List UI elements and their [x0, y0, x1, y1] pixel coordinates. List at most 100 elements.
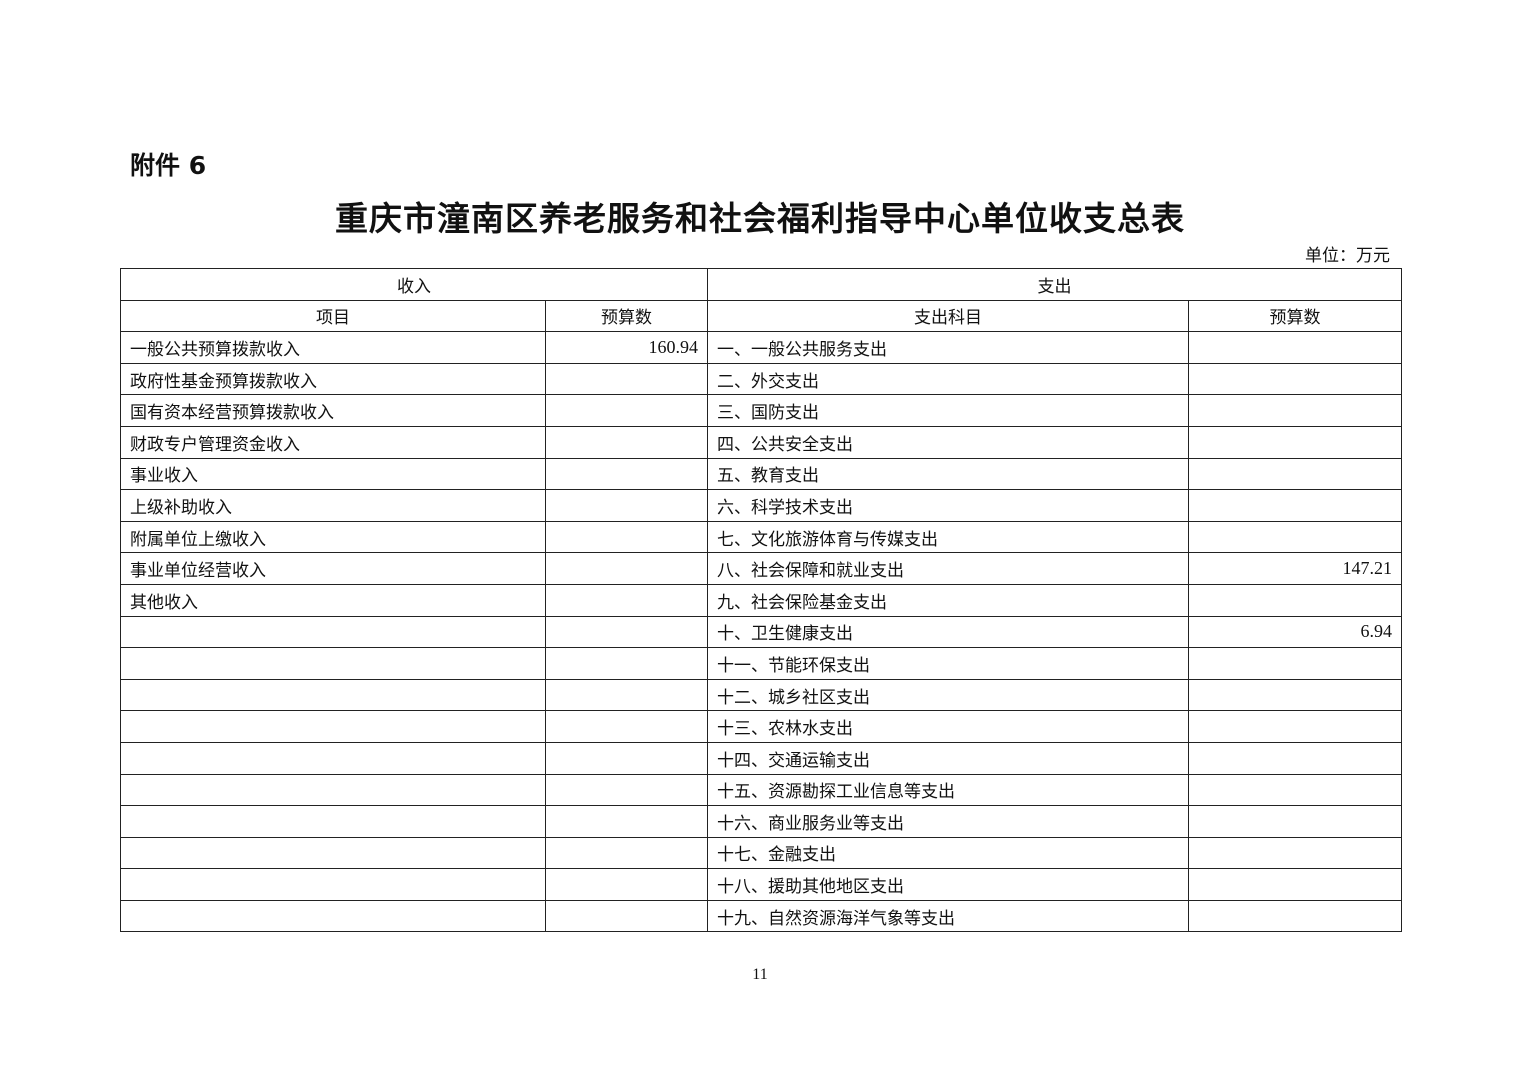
table-row: 财政专户管理资金收入 四、公共安全支出: [120, 425, 1402, 459]
table-row: 其他收入 九、社会保险基金支出: [120, 583, 1402, 617]
attachment-label: 附件 6: [130, 151, 207, 180]
income-amount-cell: [545, 868, 708, 901]
expense-item-cell: 十三、农林水支出: [707, 710, 1189, 743]
income-item-cell: [120, 615, 546, 649]
income-amount-cell: [545, 741, 708, 775]
budget-table: 收入 支出 项目 预算数 支出科目 预算数 一般公共预算拨款收入 160.94 一、…: [120, 268, 1402, 933]
table-row: 十三、农林水支出: [120, 710, 1402, 743]
expense-amount-cell: [1188, 899, 1402, 933]
column-header-budget: 预算数: [1188, 299, 1402, 333]
expense-amount-cell: [1188, 805, 1402, 838]
expense-amount-cell: [1188, 457, 1402, 491]
table-row: 十五、资源勘探工业信息等支出: [120, 773, 1402, 807]
expense-amount-cell: [1188, 331, 1402, 364]
expense-item-cell: 九、社会保险基金支出: [707, 583, 1189, 617]
expense-item-cell: 十七、金融支出: [707, 836, 1189, 870]
table-row: 事业收入 五、教育支出: [120, 457, 1402, 491]
column-header-row: 项目 预算数 支出科目 预算数: [120, 299, 1402, 333]
income-amount-cell: [545, 457, 708, 491]
expense-amount-cell: [1188, 710, 1402, 743]
income-item-cell: [120, 836, 546, 870]
expense-item-cell: 十六、商业服务业等支出: [707, 805, 1189, 838]
expense-amount-cell: [1188, 678, 1402, 712]
unit-label: 单位：万元: [1305, 246, 1390, 266]
income-item-cell: 附属单位上缴收入: [120, 520, 546, 554]
income-amount-cell: [545, 394, 708, 427]
expense-amount-cell: 6.94: [1188, 615, 1402, 649]
expense-item-cell: 一、一般公共服务支出: [707, 331, 1189, 364]
income-item-cell: [120, 678, 546, 712]
expense-item-cell: 十二、城乡社区支出: [707, 678, 1189, 712]
income-amount-cell: [545, 647, 708, 680]
expense-item-cell: 二、外交支出: [707, 362, 1189, 396]
expense-amount-cell: [1188, 647, 1402, 680]
expense-item-cell: 八、社会保障和就业支出: [707, 552, 1189, 585]
income-item-cell: [120, 868, 546, 901]
expense-amount-cell: [1188, 868, 1402, 901]
income-item-cell: [120, 710, 546, 743]
expense-item-cell: 十四、交通运输支出: [707, 741, 1189, 775]
income-amount-cell: [545, 678, 708, 712]
expense-amount-cell: [1188, 836, 1402, 870]
income-item-cell: 事业单位经营收入: [120, 552, 546, 585]
column-header-item: 项目: [120, 299, 546, 333]
income-item-cell: [120, 741, 546, 775]
page-number: 11: [752, 966, 768, 983]
income-amount-cell: [545, 615, 708, 649]
income-amount-cell: [545, 899, 708, 933]
expense-item-cell: 四、公共安全支出: [707, 425, 1189, 459]
table-row: 政府性基金预算拨款收入 二、外交支出: [120, 362, 1402, 396]
income-amount-cell: [545, 710, 708, 743]
income-item-cell: [120, 773, 546, 807]
expense-amount-cell: [1188, 773, 1402, 807]
income-item-cell: 政府性基金预算拨款收入: [120, 362, 546, 396]
income-item-cell: 财政专户管理资金收入: [120, 425, 546, 459]
table-row: 附属单位上缴收入 七、文化旅游体育与传媒支出: [120, 520, 1402, 554]
income-amount-cell: [545, 425, 708, 459]
expense-amount-cell: 147.21: [1188, 552, 1402, 585]
income-amount-cell: 160.94: [545, 331, 708, 364]
table-row: 十六、商业服务业等支出: [120, 805, 1402, 838]
expense-amount-cell: [1188, 425, 1402, 459]
expense-item-cell: 五、教育支出: [707, 457, 1189, 491]
expense-item-cell: 七、文化旅游体育与传媒支出: [707, 520, 1189, 554]
income-item-cell: [120, 647, 546, 680]
table-row: 十一、节能环保支出: [120, 647, 1402, 680]
income-amount-cell: [545, 520, 708, 554]
income-amount-cell: [545, 583, 708, 617]
income-item-cell: 事业收入: [120, 457, 546, 491]
income-amount-cell: [545, 773, 708, 807]
table-row: 上级补助收入 六、科学技术支出: [120, 489, 1402, 522]
expense-amount-cell: [1188, 489, 1402, 522]
expense-item-cell: 十五、资源勘探工业信息等支出: [707, 773, 1189, 807]
income-item-cell: 国有资本经营预算拨款收入: [120, 394, 546, 427]
page-title: 重庆市潼南区养老服务和社会福利指导中心单位收支总表: [335, 199, 1185, 238]
table-row: 十八、援助其他地区支出: [120, 868, 1402, 901]
income-amount-cell: [545, 552, 708, 585]
table-row: 十四、交通运输支出: [120, 741, 1402, 775]
expense-amount-cell: [1188, 741, 1402, 775]
expense-amount-cell: [1188, 394, 1402, 427]
income-amount-cell: [545, 805, 708, 838]
income-amount-cell: [545, 836, 708, 870]
table-row: 十九、自然资源海洋气象等支出: [120, 899, 1402, 933]
table-row: 十七、金融支出: [120, 836, 1402, 870]
expense-amount-cell: [1188, 520, 1402, 554]
table-row: 一般公共预算拨款收入 160.94 一、一般公共服务支出: [120, 331, 1402, 364]
income-amount-cell: [545, 362, 708, 396]
income-item-cell: 上级补助收入: [120, 489, 546, 522]
income-amount-cell: [545, 489, 708, 522]
group-header-row: 收入 支出: [120, 268, 1402, 301]
table-row: 十、卫生健康支出 6.94: [120, 615, 1402, 649]
expense-item-cell: 三、国防支出: [707, 394, 1189, 427]
income-item-cell: 一般公共预算拨款收入: [120, 331, 546, 364]
expense-item-cell: 六、科学技术支出: [707, 489, 1189, 522]
expense-item-cell: 十、卫生健康支出: [707, 615, 1189, 649]
table-row: 事业单位经营收入 八、社会保障和就业支出 147.21: [120, 552, 1402, 585]
expense-amount-cell: [1188, 362, 1402, 396]
income-item-cell: [120, 805, 546, 838]
expense-amount-cell: [1188, 583, 1402, 617]
table-row: 十二、城乡社区支出: [120, 678, 1402, 712]
column-header-expense-subject: 支出科目: [707, 299, 1189, 333]
expense-group-header: 支出: [707, 268, 1402, 301]
